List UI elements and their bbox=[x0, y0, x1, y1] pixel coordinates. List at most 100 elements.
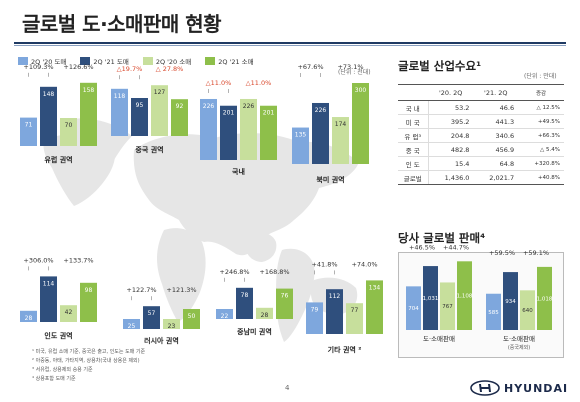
demand-cell-chg: +66.3% bbox=[518, 128, 564, 143]
footnotes: ¹ 미국, 유럽 소매 기준, 중국은 출고, 인도는 도매 기준 ² 아중동,… bbox=[32, 348, 145, 384]
bar-r21 bbox=[183, 309, 200, 329]
bar-r21 bbox=[80, 282, 97, 322]
bar-r21 bbox=[366, 280, 383, 334]
sales-bar-value: 767 bbox=[442, 304, 453, 310]
legend-item-r2020: 2Q '20 도매 bbox=[18, 56, 66, 66]
legend-label: 2Q '21 소매 bbox=[218, 58, 254, 66]
bar-value-label: 226 bbox=[243, 103, 255, 110]
demand-cell-label: 유 럽³ bbox=[398, 128, 429, 143]
demand-cell-label: 미 국 bbox=[398, 114, 429, 129]
sales-bar-value: 1,108 bbox=[457, 294, 473, 300]
demand-cell-label: 중 국 bbox=[398, 142, 429, 157]
growth-label-wholesale: +41.8% bbox=[311, 260, 337, 268]
demand-cell-v2021: 340.6 bbox=[473, 128, 519, 143]
demand-header-cell: 증감 bbox=[518, 84, 564, 101]
bar-value-label: 57 bbox=[148, 310, 156, 317]
growth-label-wholesale: +109.3% bbox=[23, 63, 53, 71]
growth-label-wholesale: +246.8% bbox=[219, 268, 249, 276]
legend-swatch bbox=[142, 57, 153, 65]
sales-growth-wholesale: +59.5% bbox=[489, 249, 515, 257]
bar-w21 bbox=[40, 276, 57, 322]
bar-w21 bbox=[143, 306, 160, 329]
demand-row: 미 국 395.2 441.3 +49.5% bbox=[398, 114, 564, 129]
legend-swatch bbox=[18, 57, 28, 65]
bar-value-label: 300 bbox=[355, 87, 367, 94]
bar-value-label: 23 bbox=[168, 323, 176, 330]
sales-bar-value: 585 bbox=[488, 310, 499, 316]
sales-bar bbox=[503, 272, 518, 330]
growth-label-wholesale: △11.0% bbox=[206, 79, 232, 87]
region-label: 유럽 권역 bbox=[44, 155, 72, 164]
demand-cell-chg: △ 12.5% bbox=[518, 100, 564, 115]
legend-item-retail2021: 2Q '21 소매 bbox=[205, 56, 254, 66]
footnote-4: ⁴ 상용포함 도매 기준 bbox=[32, 376, 76, 382]
legend-label: 2Q '20 소매 bbox=[155, 58, 192, 66]
legend-swatch bbox=[80, 57, 91, 65]
map-africa bbox=[157, 228, 206, 322]
demand-cell-v2020: 53.2 bbox=[428, 100, 474, 115]
sales-bar-value: 704 bbox=[408, 306, 419, 312]
growth-label-retail: △11.0% bbox=[246, 79, 272, 87]
demand-cell-label: 글로벌 bbox=[398, 170, 429, 185]
bar-w21 bbox=[312, 102, 329, 164]
bar-value-label: 112 bbox=[329, 293, 341, 300]
demand-cell-chg: +40.8% bbox=[518, 170, 564, 185]
demand-cell-v2020: 204.8 bbox=[428, 128, 474, 143]
bar-r20 bbox=[60, 118, 77, 146]
bar-value-label: 201 bbox=[223, 110, 235, 117]
demand-header-row: '20. 2Q '21. 2Q 증감 bbox=[398, 84, 564, 101]
bar-r20 bbox=[240, 98, 257, 160]
sales-bar-value: 1,018 bbox=[537, 296, 553, 302]
demand-row: 글로벌 1,436.0 2,021.7 +40.8% bbox=[398, 170, 564, 185]
bar-w21 bbox=[220, 105, 237, 160]
page-title: 글로벌 도·소매판매 현황 bbox=[22, 12, 222, 36]
bar-w20 bbox=[200, 98, 217, 160]
bar-value-label: 98 bbox=[85, 287, 93, 294]
bar-w20 bbox=[306, 302, 323, 334]
map-north-america-2 bbox=[43, 133, 116, 206]
bar-value-label: 118 bbox=[114, 93, 126, 100]
sales-growth-retail: +59.1% bbox=[523, 249, 549, 257]
demand-cell-v2020: 395.2 bbox=[428, 114, 474, 129]
bar-w20 bbox=[20, 117, 37, 146]
logo-text: HYUNDAI bbox=[504, 381, 569, 395]
bar-w21 bbox=[40, 86, 57, 146]
footnote-3: ³ 서유럽, 상용제외 승용 기준 bbox=[32, 367, 93, 373]
chart-legend: 2Q '20 도매 2Q '21 도매 2Q '20 소매 2Q '21 소매 bbox=[18, 56, 254, 66]
bar-value-label: 148 bbox=[43, 91, 55, 98]
bar-r21 bbox=[80, 82, 97, 146]
sales-bar-value: 640 bbox=[522, 308, 533, 314]
bar-value-label: 95 bbox=[136, 102, 144, 109]
footnote-1: ¹ 미국, 유럽 소매 기준, 중국은 출고, 인도는 도매 기준 bbox=[32, 349, 146, 355]
legend-item-retail2020: 2Q '20 소매 bbox=[142, 56, 192, 66]
region-label: 러시아 권역 bbox=[144, 336, 179, 345]
bar-w20 bbox=[216, 309, 233, 319]
demand-cell-v2021: 441.3 bbox=[473, 114, 519, 129]
bar-r20 bbox=[163, 319, 180, 329]
growth-label-retail: +121.3% bbox=[166, 286, 196, 294]
demand-row: 유 럽³ 204.8 340.6 +66.3% bbox=[398, 128, 564, 143]
bar-r20 bbox=[151, 85, 168, 136]
growth-label-retail: +74.0% bbox=[351, 260, 377, 268]
region-label: 인도 권역 bbox=[44, 331, 72, 340]
title-divider bbox=[14, 42, 566, 44]
demand-row: 국 내 53.2 46.6 △ 12.5% bbox=[398, 100, 564, 115]
bar-r21 bbox=[276, 288, 293, 319]
bar-value-label: 25 bbox=[128, 323, 136, 330]
sales-bar bbox=[406, 286, 421, 330]
sales-category-label: 도·소매판매 bbox=[423, 334, 455, 343]
unit-label: (단위 : 천대) bbox=[338, 69, 371, 76]
sales-bar bbox=[537, 266, 552, 330]
bar-value-label: 226 bbox=[203, 103, 215, 110]
bar-r20 bbox=[346, 303, 363, 334]
sales-category-label: 도·소매판매 bbox=[503, 334, 535, 343]
bar-w21 bbox=[131, 98, 148, 136]
bar-value-label: 22 bbox=[221, 313, 229, 320]
bar-r20 bbox=[332, 117, 349, 164]
bar-r20 bbox=[60, 305, 77, 322]
bar-w20 bbox=[111, 88, 128, 136]
sales-growth-retail: +44.7% bbox=[443, 243, 469, 251]
bar-r21 bbox=[352, 83, 369, 164]
bar-value-label: 174 bbox=[335, 121, 347, 128]
